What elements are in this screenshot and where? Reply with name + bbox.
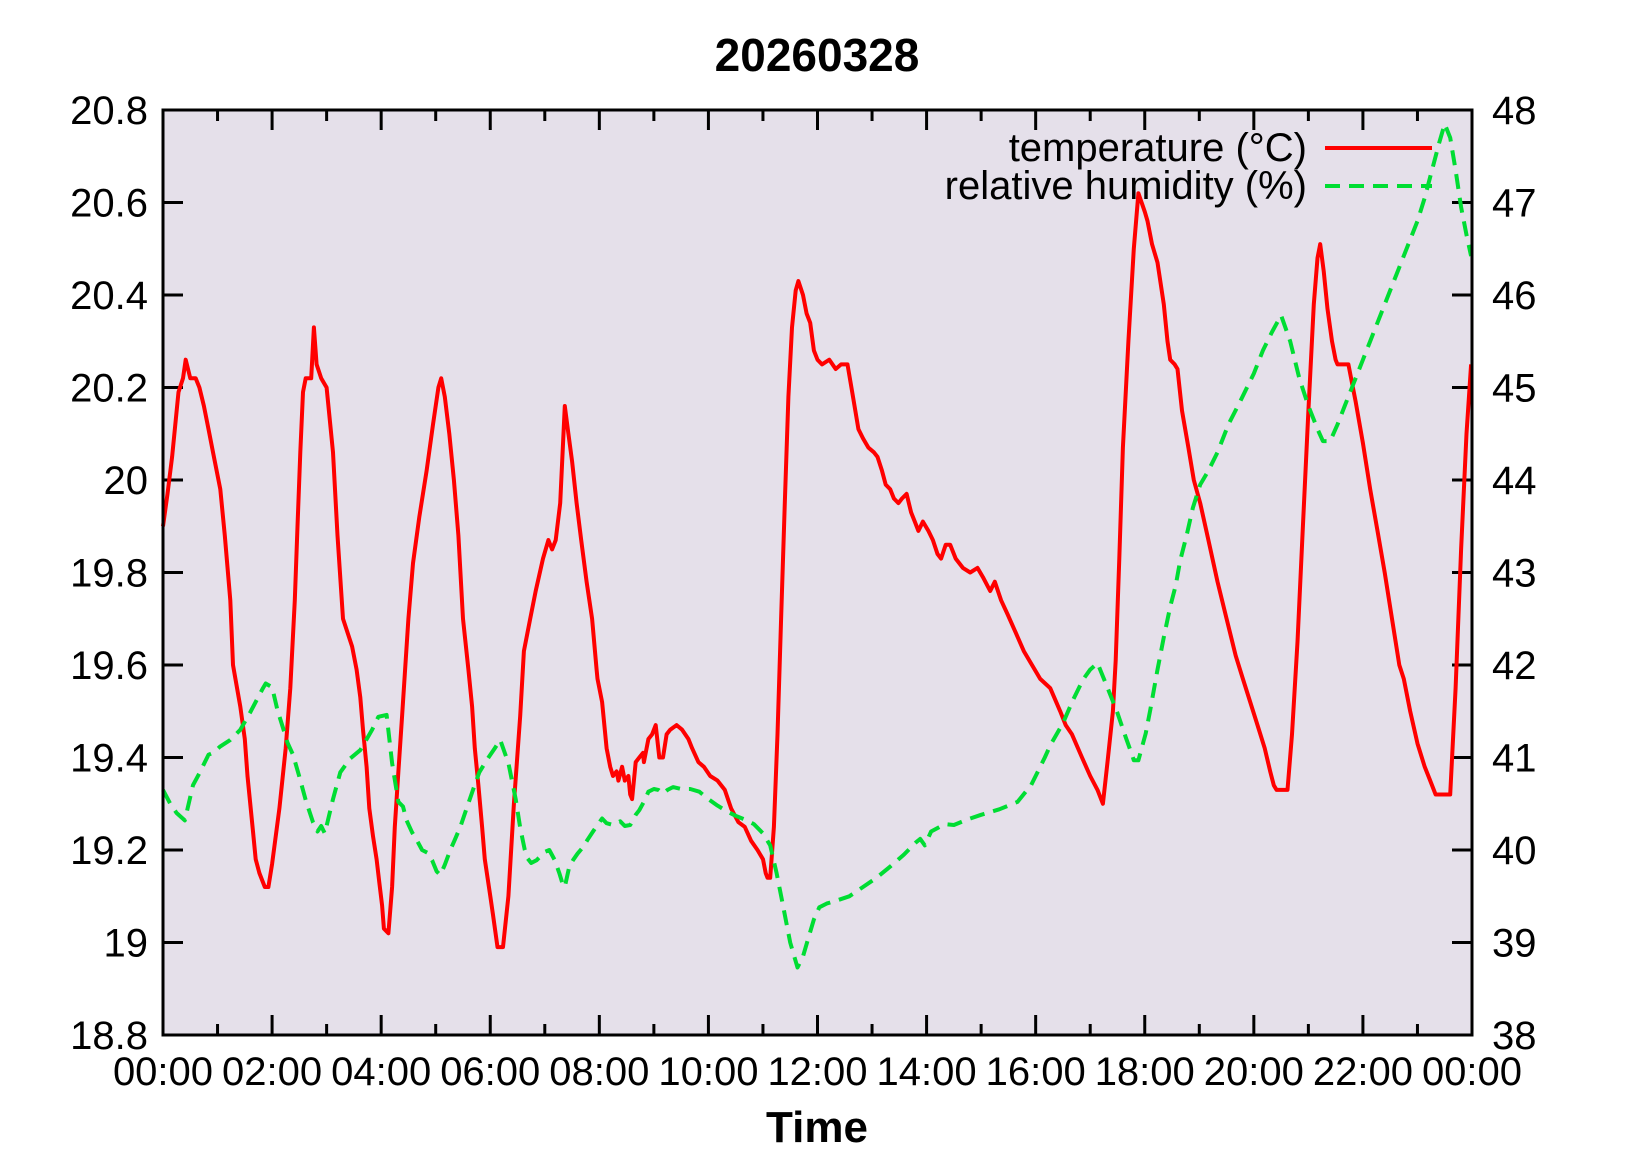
legend-label-temperature: temperature (°C) <box>1009 126 1307 170</box>
y2-tick-label-2: 46 <box>1492 274 1537 318</box>
x-tick-label-10: 20:00 <box>1204 1050 1304 1094</box>
y1-tick-label-3: 20.2 <box>70 367 148 411</box>
y1-tick-label-8: 19.2 <box>70 829 148 873</box>
data-series <box>161 121 1474 970</box>
x-tick-label-5: 10:00 <box>658 1050 758 1094</box>
x-tick-label-6: 12:00 <box>767 1050 867 1094</box>
x-axis-label: Time <box>766 1103 868 1152</box>
y2-tick-label-0: 48 <box>1492 89 1537 133</box>
y2-tick-label-5: 43 <box>1492 552 1537 596</box>
y2-tick-label-7: 41 <box>1492 737 1537 781</box>
x-tick-label-11: 22:00 <box>1313 1050 1413 1094</box>
y2-tick-label-1: 47 <box>1492 182 1537 226</box>
x-tick-label-3: 06:00 <box>440 1050 540 1094</box>
y2-tick-label-4: 44 <box>1492 459 1537 503</box>
plot-frame <box>161 108 1474 1037</box>
y1-tick-label-5: 19.8 <box>70 552 148 596</box>
y1-tick-label-10: 18.8 <box>70 1014 148 1058</box>
y2-tick-label-6: 42 <box>1492 644 1537 688</box>
legend-label-humidity: relative humidity (%) <box>945 164 1307 208</box>
y1-tick-label-7: 19.4 <box>70 737 148 781</box>
legend: temperature (°C) relative humidity (%) <box>945 126 1432 208</box>
x-tick-label-0: 00:00 <box>113 1050 213 1094</box>
y2-tick-label-9: 39 <box>1492 922 1537 966</box>
y2-tick-label-3: 45 <box>1492 367 1537 411</box>
y1-tick-label-2: 20.4 <box>70 274 148 318</box>
y1-tick-label-9: 19 <box>104 922 149 966</box>
y2-tick-label-10: 38 <box>1492 1014 1537 1058</box>
y1-tick-label-4: 20 <box>104 459 149 503</box>
y2-tick-label-8: 40 <box>1492 829 1537 873</box>
x-tick-label-8: 16:00 <box>986 1050 1086 1094</box>
y1-tick-label-6: 19.6 <box>70 644 148 688</box>
x-tick-label-2: 04:00 <box>331 1050 431 1094</box>
y1-tick-label-0: 20.8 <box>70 89 148 133</box>
chart-title: 20260328 <box>715 29 920 81</box>
plot-area <box>163 110 1472 1035</box>
x-tick-label-9: 18:00 <box>1095 1050 1195 1094</box>
y1-tick-label-1: 20.6 <box>70 182 148 226</box>
axis-tick-labels: 00:00 02:00 04:00 06:00 08:00 10:00 12:00 14:00… <box>70 89 1536 1094</box>
x-tick-label-7: 14:00 <box>877 1050 977 1094</box>
x-tick-label-1: 02:00 <box>222 1050 322 1094</box>
x-tick-label-12: 00:00 <box>1422 1050 1522 1094</box>
series-line-1 <box>161 121 1474 970</box>
x-tick-label-4: 08:00 <box>549 1050 649 1094</box>
